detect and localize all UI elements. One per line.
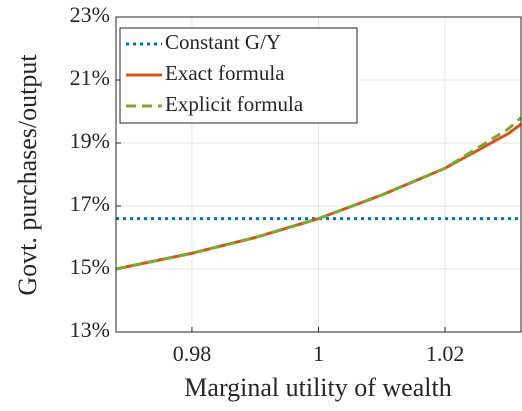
series-line (116, 116, 521, 271)
y-tick-label: 15% (70, 254, 110, 279)
x-axis-label: Marginal utility of wealth (184, 373, 451, 402)
legend-label: Explicit formula (165, 92, 304, 116)
y-tick-label: 23% (70, 2, 110, 27)
y-tick-label: 21% (70, 65, 110, 90)
legend-label: Exact formula (165, 61, 285, 85)
y-tick-label: 19% (70, 128, 110, 153)
y-tick-label: 13% (70, 317, 110, 342)
y-axis-label: Govt. purchases/output (13, 54, 42, 296)
x-tick-label: 0.98 (173, 341, 212, 366)
y-tick-label: 17% (70, 191, 110, 216)
x-tick-label: 1 (313, 341, 324, 366)
x-tick-label: 1.02 (426, 341, 465, 366)
legend-label: Constant G/Y (165, 30, 281, 54)
plot-frame (115, 16, 522, 333)
